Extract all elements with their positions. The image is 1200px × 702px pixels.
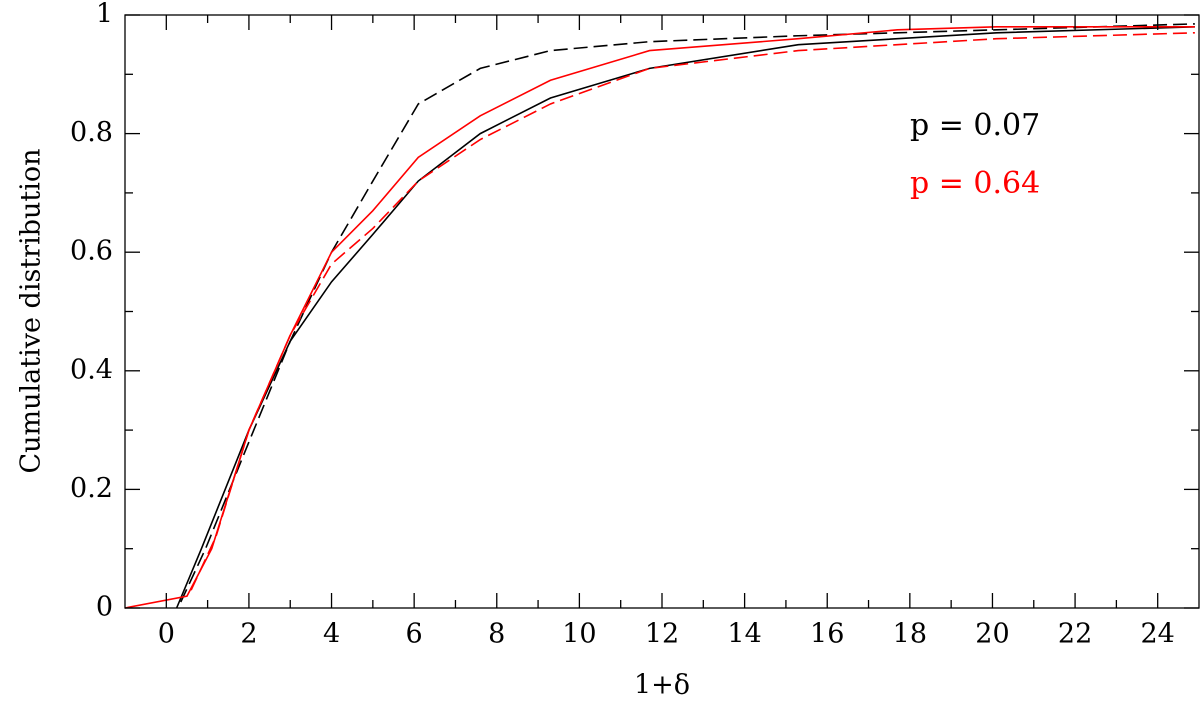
x-tick-label: 22 xyxy=(1058,619,1092,650)
x-tick-label: 4 xyxy=(323,619,340,650)
x-tick-label: 24 xyxy=(1141,619,1175,650)
series-line xyxy=(175,26,1195,609)
x-tick-label: 20 xyxy=(975,619,1009,650)
y-tick-label: 0.2 xyxy=(70,473,113,504)
y-tick-label: 0.4 xyxy=(70,354,113,385)
x-tick-label: 12 xyxy=(645,619,679,650)
series-line xyxy=(190,31,1195,591)
y-tick-label: 0 xyxy=(96,592,113,623)
y-tick-label: 0.8 xyxy=(70,117,113,148)
x-tick-label: 8 xyxy=(488,619,505,650)
y-axis-label: Cumulative distribution xyxy=(16,148,47,473)
x-axis-label: 1+δ xyxy=(634,670,690,701)
plot-frame xyxy=(124,14,1200,609)
x-tick-label: 18 xyxy=(893,619,927,650)
y-tick-label: 0.6 xyxy=(70,236,113,267)
x-tick-label: 0 xyxy=(158,619,175,650)
y-tick-label: 1 xyxy=(96,0,113,30)
annotation: p = 0.64 xyxy=(910,166,1040,201)
x-tick-label: 6 xyxy=(406,619,423,650)
x-tick-label: 14 xyxy=(727,619,761,650)
x-tick-label: 10 xyxy=(562,619,596,650)
x-tick-label: 16 xyxy=(810,619,844,650)
annotation: p = 0.07 xyxy=(910,108,1040,143)
series-line xyxy=(180,23,1195,603)
x-tick-label: 2 xyxy=(240,619,257,650)
